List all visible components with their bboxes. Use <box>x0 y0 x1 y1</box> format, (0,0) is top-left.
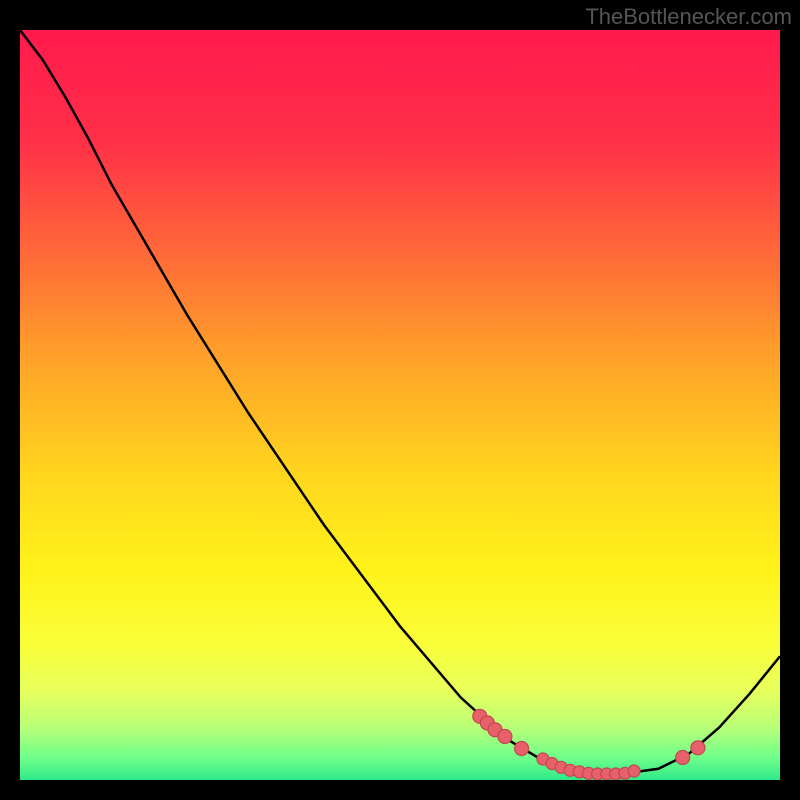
data-marker <box>628 765 640 777</box>
data-marker <box>498 730 512 744</box>
chart-overlay <box>20 30 780 780</box>
plot-area <box>20 30 780 780</box>
data-marker <box>691 741 705 755</box>
data-marker <box>676 751 690 765</box>
data-marker <box>515 742 529 756</box>
bottleneck-curve <box>20 30 780 774</box>
watermark-text: TheBottlenecker.com <box>585 4 792 30</box>
data-markers <box>473 709 705 780</box>
